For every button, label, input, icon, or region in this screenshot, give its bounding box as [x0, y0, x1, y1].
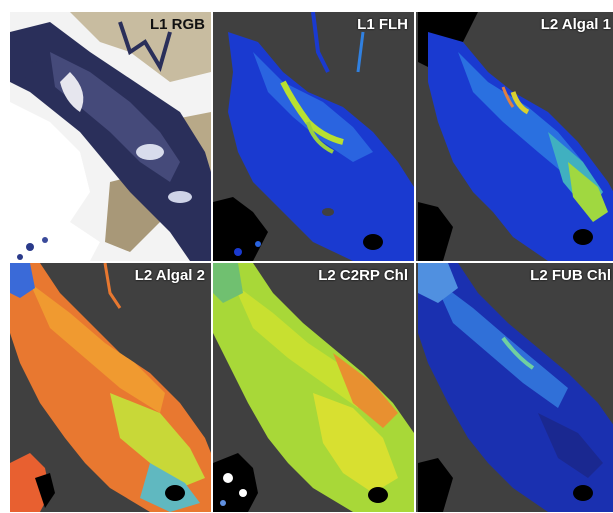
panel-l2-algal-1: L2 Algal 1 [416, 12, 613, 261]
panel-l2-fub-chl: L2 FUB Chl [416, 263, 613, 512]
panel-l2-c2rp-chl: L2 C2RP Chl [213, 263, 414, 512]
panel-label: L2 Algal 2 [134, 267, 205, 284]
panel-label: L1 RGB [149, 16, 205, 33]
panel-l1-flh: L1 FLH [213, 12, 414, 261]
algal2-image [10, 263, 211, 512]
c2rp-image [213, 263, 414, 512]
panel-label: L2 FUB Chl [530, 267, 611, 284]
panel-label: L2 Algal 1 [540, 16, 611, 33]
panel-l1-rgb: L1 RGB [10, 12, 211, 261]
flh-image [213, 12, 414, 261]
fub-image [418, 263, 613, 512]
rgb-image [10, 12, 211, 261]
algal1-image [418, 12, 613, 261]
panel-label: L2 C2RP Chl [318, 267, 408, 284]
panel-l2-algal-2: L2 Algal 2 [10, 263, 211, 512]
panel-label: L1 FLH [357, 16, 408, 33]
